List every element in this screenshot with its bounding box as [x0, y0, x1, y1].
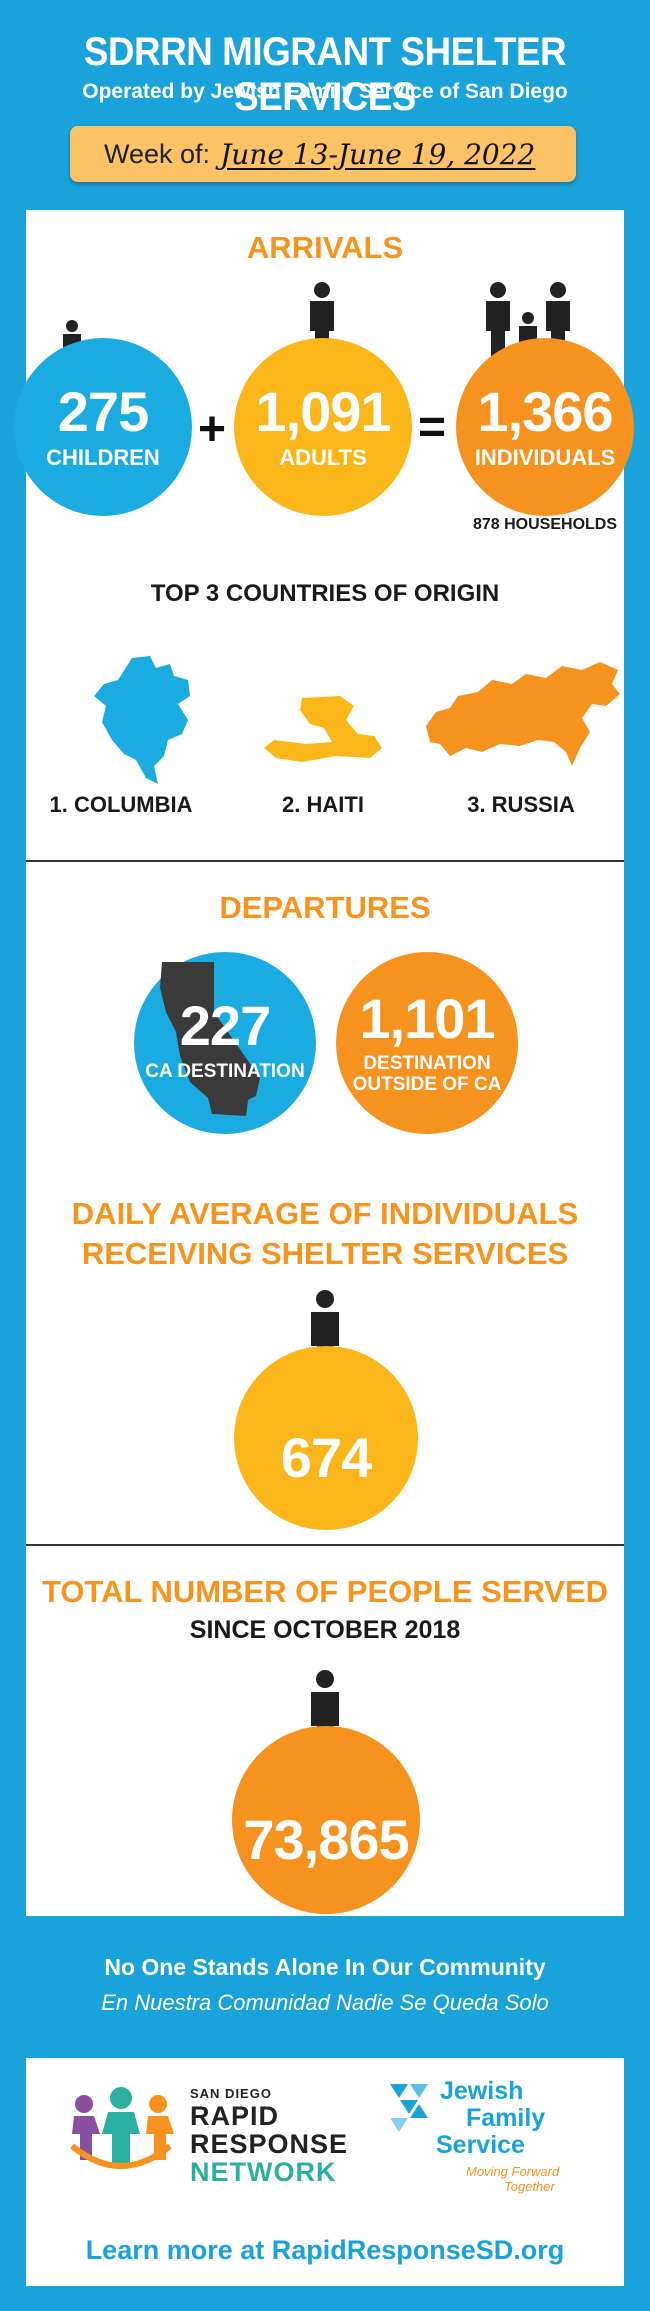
- adults-circle: 1,091 ADULTS: [234, 338, 412, 516]
- colombia-map-icon: [94, 656, 190, 784]
- total-value: 73,865: [243, 1808, 409, 1871]
- arrivals-title: ARRIVALS: [246, 230, 404, 265]
- jfs-logo-icon: [390, 2084, 428, 2132]
- page-title: SDRRN MIGRANT SHELTER SERVICES: [83, 30, 567, 119]
- week-value: June 13-June 19, 2022: [220, 137, 536, 171]
- outside-label-2: OUTSIDE OF CA: [352, 1074, 502, 1095]
- country-3-label: 3. RUSSIA: [467, 792, 575, 817]
- jfs-line-3: Service: [436, 2131, 525, 2159]
- total-title: TOTAL NUMBER OF PEOPLE SERVED: [41, 1574, 609, 1609]
- individuals-circle: 1,366 INDIVIDUALS: [456, 338, 634, 516]
- outside-ca-circle: 1,101 DESTINATION OUTSIDE OF CA: [336, 952, 518, 1134]
- children-count: 275: [57, 380, 149, 443]
- children-circle: 275 CHILDREN: [14, 338, 192, 516]
- california-map-icon: [160, 962, 260, 1116]
- adults-label: ADULTS: [279, 445, 367, 470]
- russia-map-icon: [426, 662, 620, 766]
- plus-sign: +: [198, 403, 227, 456]
- daily-average-circle: 674: [234, 1346, 418, 1530]
- learn-more-link[interactable]: Learn more at RapidResponseSD.org: [85, 2235, 565, 2265]
- rrn-line-2: RESPONSE: [190, 2129, 349, 2159]
- daily-value: 674: [280, 1426, 372, 1489]
- individuals-label: INDIVIDUALS: [474, 445, 616, 470]
- total-circle: 73,865: [232, 1726, 420, 1914]
- ca-count: 227: [179, 994, 271, 1057]
- country-2-label: 2. HAITI: [282, 792, 364, 817]
- ca-destination-circle: 227 CA DESTINATION: [134, 952, 316, 1134]
- equals-sign: =: [418, 401, 447, 454]
- outside-count: 1,101: [359, 987, 495, 1050]
- departures-title: DEPARTURES: [219, 890, 431, 925]
- countries-title: TOP 3 COUNTRIES OF ORIGIN: [150, 580, 500, 607]
- haiti-map-icon: [264, 696, 382, 762]
- logos-panel: SAN DIEGO RAPID RESPONSE NETWORK Jewish …: [26, 2058, 624, 2286]
- ca-label: CA DESTINATION: [145, 1061, 305, 1082]
- divider: [26, 1544, 624, 1546]
- individuals-count: 1,366: [477, 380, 613, 443]
- households-text: 878 HOUSEHOLDS: [472, 516, 618, 533]
- page-subtitle: Operated by Jewish Family Service of San…: [82, 80, 568, 103]
- children-label: CHILDREN: [46, 445, 160, 470]
- week-box: Week of: June 13-June 19, 2022: [70, 126, 576, 182]
- rrn-line-3: NETWORK: [190, 2157, 337, 2187]
- country-1-label: 1. COLUMBIA: [49, 792, 193, 817]
- stats-card: ARRIVALS 275 CHILDREN + 1,091 ADULTS =: [14, 210, 634, 1916]
- daily-title-line-1: DAILY AVERAGE OF INDIVIDUALS: [71, 1196, 579, 1231]
- jfs-tagline-1: Moving Forward: [466, 2164, 560, 2179]
- tagline-english: No One Stands Alone In Our Community: [104, 1954, 546, 1980]
- outside-label-1: DESTINATION: [363, 1053, 491, 1074]
- tagline-spanish: En Nuestra Comunidad Nadie Se Queda Solo: [101, 1990, 549, 2015]
- jfs-line-2: Family: [466, 2104, 546, 2132]
- divider: [26, 860, 624, 862]
- week-label: Week of:: [104, 138, 211, 169]
- total-subtitle: SINCE OCTOBER 2018: [189, 1616, 461, 1644]
- rrn-line-1: RAPID: [190, 2101, 280, 2131]
- jfs-tagline-2: Together: [504, 2179, 555, 2194]
- jfs-line-1: Jewish: [440, 2077, 524, 2105]
- adults-count: 1,091: [255, 380, 391, 443]
- daily-title-line-2: RECEIVING SHELTER SERVICES: [81, 1236, 569, 1271]
- rrn-logo-icon: [70, 2087, 174, 2169]
- rrn-small-text: SAN DIEGO: [190, 2086, 272, 2101]
